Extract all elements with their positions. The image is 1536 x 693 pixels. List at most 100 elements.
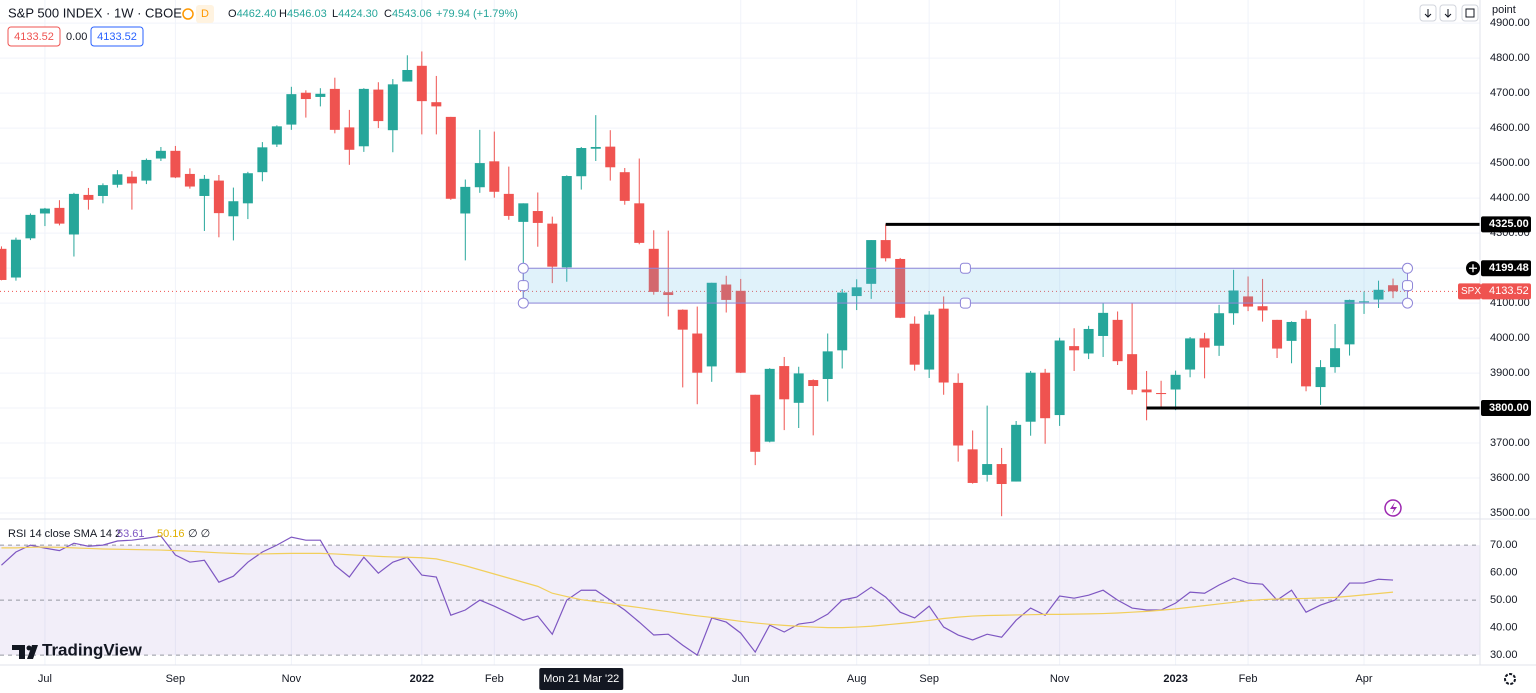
- crosshair-label: Mon 21 Mar '22: [543, 673, 619, 685]
- candle-body: [300, 92, 311, 100]
- candle-body: [1388, 285, 1399, 292]
- ohlc-value: 4546.03: [287, 8, 327, 20]
- rsi-tick-label: 50.00: [1490, 594, 1518, 606]
- last-label: 4133.52: [1489, 285, 1529, 297]
- toolbar-icon: [1424, 9, 1432, 18]
- candle-body: [489, 161, 500, 192]
- ohlc-key: H: [279, 8, 287, 20]
- y-tick-label: 3600.00: [1490, 472, 1530, 484]
- candle-body: [25, 214, 36, 239]
- candle-body: [126, 176, 137, 184]
- box-handle[interactable]: [517, 262, 529, 274]
- candle-body: [1040, 372, 1051, 419]
- level-label: 4325.00: [1489, 218, 1529, 230]
- candle-body: [547, 223, 558, 267]
- x-tick-label: Nov: [282, 673, 302, 685]
- candle-body: [1315, 367, 1326, 388]
- add-icon-plus: [1469, 264, 1477, 273]
- candle-body: [39, 208, 50, 214]
- candle-body: [590, 146, 601, 149]
- crosshair-label-bg: [539, 668, 624, 690]
- rsi-tick-label: 40.00: [1490, 622, 1518, 634]
- y-tick-label: 4900.00: [1490, 17, 1530, 29]
- spread-text: 0.00: [66, 31, 87, 43]
- toolbar-button[interactable]: [1461, 4, 1479, 22]
- candle-body: [170, 150, 181, 178]
- candle-body: [532, 211, 543, 223]
- candle-body: [851, 287, 862, 297]
- candle-body: [808, 380, 819, 387]
- candle-body: [1170, 374, 1181, 390]
- range-high-label-bg: [1481, 260, 1531, 277]
- candle-body: [1330, 348, 1341, 368]
- y-tick-label: 3900.00: [1490, 367, 1530, 379]
- range-high-label: 4199.48: [1489, 262, 1529, 274]
- candle-body: [764, 368, 775, 442]
- candle-body: [329, 88, 340, 130]
- candle-body: [112, 174, 123, 185]
- ohlc-change: +79.94 (+1.79%): [436, 8, 518, 20]
- price-box-text: 4133.52: [14, 31, 54, 43]
- box-handle[interactable]: [517, 280, 529, 292]
- candle-body: [648, 248, 659, 292]
- box-handle[interactable]: [1402, 297, 1414, 309]
- logo-dot: [26, 645, 32, 651]
- box-handle[interactable]: [517, 297, 529, 309]
- candle-body: [0, 248, 7, 280]
- y-tick-label: 4400.00: [1490, 192, 1530, 204]
- candle-body: [1112, 319, 1123, 362]
- candle-body: [1025, 372, 1036, 422]
- box-handle[interactable]: [1402, 262, 1414, 274]
- y-tick-label: 4600.00: [1490, 122, 1530, 134]
- y-tick-label: 4800.00: [1490, 52, 1530, 64]
- candle-body: [315, 93, 326, 97]
- box-handle[interactable]: [959, 297, 971, 309]
- ohlc-key: O: [228, 8, 237, 20]
- rsi-flags: ∅ ∅: [188, 528, 210, 540]
- last-name-bg: [1458, 283, 1481, 300]
- logo-mark: [12, 645, 38, 659]
- y-tick-label: 4000.00: [1490, 332, 1530, 344]
- candle-body: [68, 193, 79, 235]
- candle-body: [271, 126, 282, 145]
- toolbar-icon: [1444, 9, 1452, 18]
- box-handle[interactable]: [959, 262, 971, 274]
- candle-body: [1243, 296, 1254, 307]
- candle-body: [387, 84, 398, 131]
- candle-body: [750, 394, 761, 452]
- candle-body: [663, 292, 674, 296]
- candle-body: [982, 464, 993, 475]
- last-label-bg: [1481, 283, 1531, 300]
- ohlc-item: H4546.03: [279, 8, 327, 20]
- candle-body: [199, 178, 210, 196]
- rsi-tick-label: 70.00: [1490, 539, 1518, 551]
- candle-body: [286, 94, 297, 125]
- ohlc-item: L4424.30: [332, 8, 378, 20]
- rsi-value: 53.61: [117, 528, 145, 540]
- x-tick-label: 2022: [410, 673, 434, 685]
- candle-body: [837, 292, 848, 351]
- ohlc-value: 4543.06: [392, 8, 432, 20]
- candle-body: [677, 309, 688, 330]
- ohlc-key: C: [384, 8, 392, 20]
- candle-body: [358, 88, 369, 147]
- x-tick-label: Nov: [1050, 673, 1070, 685]
- candle-body: [242, 173, 253, 204]
- y-tick-label: 4500.00: [1490, 157, 1530, 169]
- toolbar-icon: [1465, 8, 1475, 18]
- candle-body: [373, 89, 384, 122]
- candle-body: [1214, 313, 1225, 346]
- candle-body: [344, 127, 355, 150]
- candle-body: [54, 207, 65, 224]
- candle-body: [561, 176, 572, 268]
- box-handle[interactable]: [1402, 280, 1414, 292]
- candle-body: [1228, 290, 1239, 314]
- candle-body: [1185, 338, 1196, 370]
- alert-bolt: [1390, 502, 1397, 514]
- y-tick-label: 3500.00: [1490, 507, 1530, 519]
- settings-icon[interactable]: [1504, 673, 1516, 685]
- candle-body: [402, 69, 413, 82]
- logo-text: TradingView: [42, 640, 143, 659]
- x-tick-label: Aug: [847, 673, 867, 685]
